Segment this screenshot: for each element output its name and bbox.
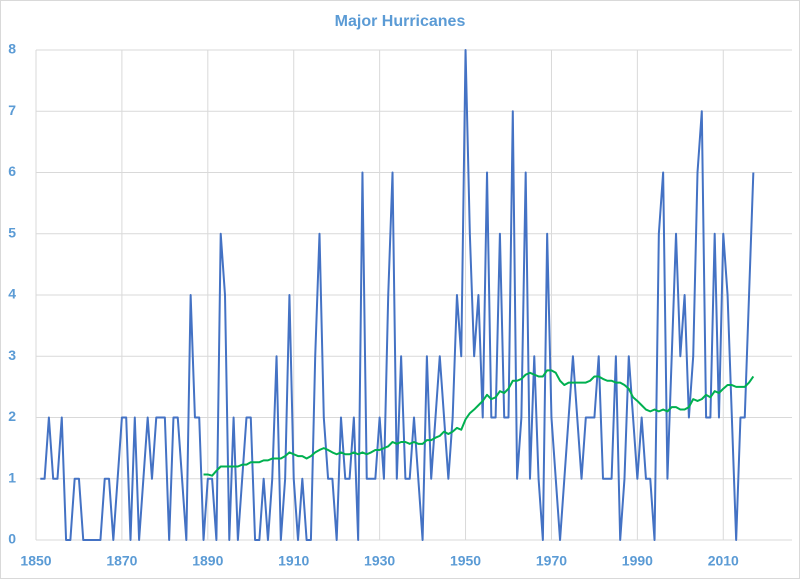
- x-tick-label: 1870: [106, 553, 137, 569]
- y-tick-label: 2: [8, 408, 16, 424]
- x-tick-label: 2010: [708, 553, 739, 569]
- x-tick-label: 1950: [450, 553, 481, 569]
- series-line: [203, 369, 755, 477]
- series-line: [40, 49, 755, 541]
- x-tick-label: 1890: [192, 553, 223, 569]
- y-tick-label: 5: [8, 224, 16, 240]
- y-tick-label: 0: [8, 531, 16, 547]
- y-tick-label: 7: [8, 102, 16, 118]
- y-tick-label: 8: [8, 41, 16, 57]
- y-tick-label: 4: [8, 286, 16, 302]
- y-tick-label: 1: [8, 469, 16, 485]
- x-tick-label: 1850: [20, 553, 51, 569]
- x-tick-label: 1910: [278, 553, 309, 569]
- x-tick-label: 1970: [536, 553, 567, 569]
- y-tick-label: 6: [8, 163, 16, 179]
- x-tick-label: 1990: [622, 553, 653, 569]
- y-tick-label: 3: [8, 347, 16, 363]
- x-tick-label: 1930: [364, 553, 395, 569]
- chart-title: Major Hurricanes: [335, 13, 466, 30]
